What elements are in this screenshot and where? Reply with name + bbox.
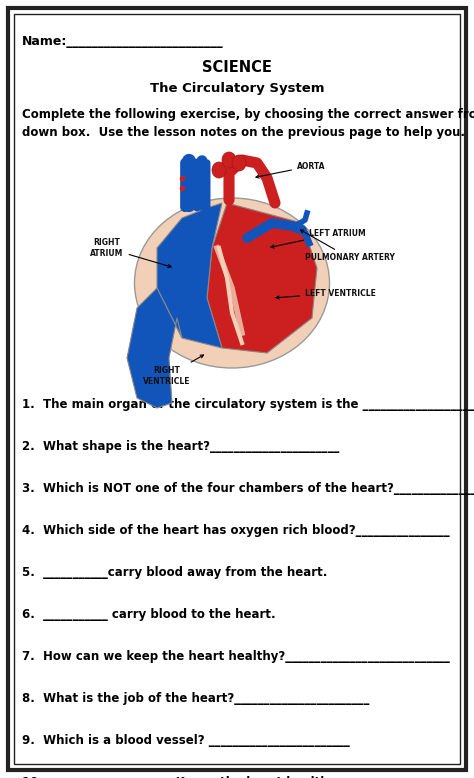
Text: 2.  What shape is the heart?______________________: 2. What shape is the heart?_____________… [22, 440, 339, 453]
Text: 3.  Which is NOT one of the four chambers of the heart?________________: 3. Which is NOT one of the four chambers… [22, 482, 474, 495]
Text: Complete the following exercise, by choosing the correct answer from the drop
do: Complete the following exercise, by choo… [22, 108, 474, 139]
Text: LEFT ATRIUM: LEFT ATRIUM [271, 229, 366, 248]
Text: SCIENCE: SCIENCE [202, 60, 272, 75]
Text: PULMONARY ARTERY: PULMONARY ARTERY [301, 230, 395, 262]
Text: 8.  What is the job of the heart?_______________________: 8. What is the job of the heart?________… [22, 692, 369, 705]
Polygon shape [207, 203, 317, 353]
Text: LEFT VENTRICLE: LEFT VENTRICLE [276, 289, 376, 299]
Text: Name:_________________________: Name:_________________________ [22, 35, 224, 48]
Text: AORTA: AORTA [256, 162, 326, 178]
Text: 10.       _________________ Keeps the heart healthy.: 10. _________________ Keeps the heart he… [22, 776, 340, 778]
FancyBboxPatch shape [8, 8, 466, 770]
Text: The Circulatory System: The Circulatory System [150, 82, 324, 95]
Ellipse shape [212, 162, 226, 178]
Text: 5.  ___________carry blood away from the heart.: 5. ___________carry blood away from the … [22, 566, 328, 579]
Polygon shape [157, 203, 222, 348]
Polygon shape [127, 288, 182, 408]
Text: 7.  How can we keep the heart healthy?____________________________: 7. How can we keep the heart healthy?___… [22, 650, 450, 663]
Ellipse shape [135, 198, 329, 368]
Text: 9.  Which is a blood vessel? ________________________: 9. Which is a blood vessel? ____________… [22, 734, 350, 747]
Text: 4.  Which side of the heart has oxygen rich blood?________________: 4. Which side of the heart has oxygen ri… [22, 524, 450, 537]
Text: 1.  The main organ of the circulatory system is the ___________________.: 1. The main organ of the circulatory sys… [22, 398, 474, 411]
FancyBboxPatch shape [14, 14, 460, 764]
Text: 6.  ___________ carry blood to the heart.: 6. ___________ carry blood to the heart. [22, 608, 275, 621]
Text: RIGHT
VENTRICLE: RIGHT VENTRICLE [143, 355, 203, 386]
Ellipse shape [232, 155, 246, 171]
Text: RIGHT
ATRIUM: RIGHT ATRIUM [91, 238, 171, 268]
Ellipse shape [222, 152, 236, 168]
